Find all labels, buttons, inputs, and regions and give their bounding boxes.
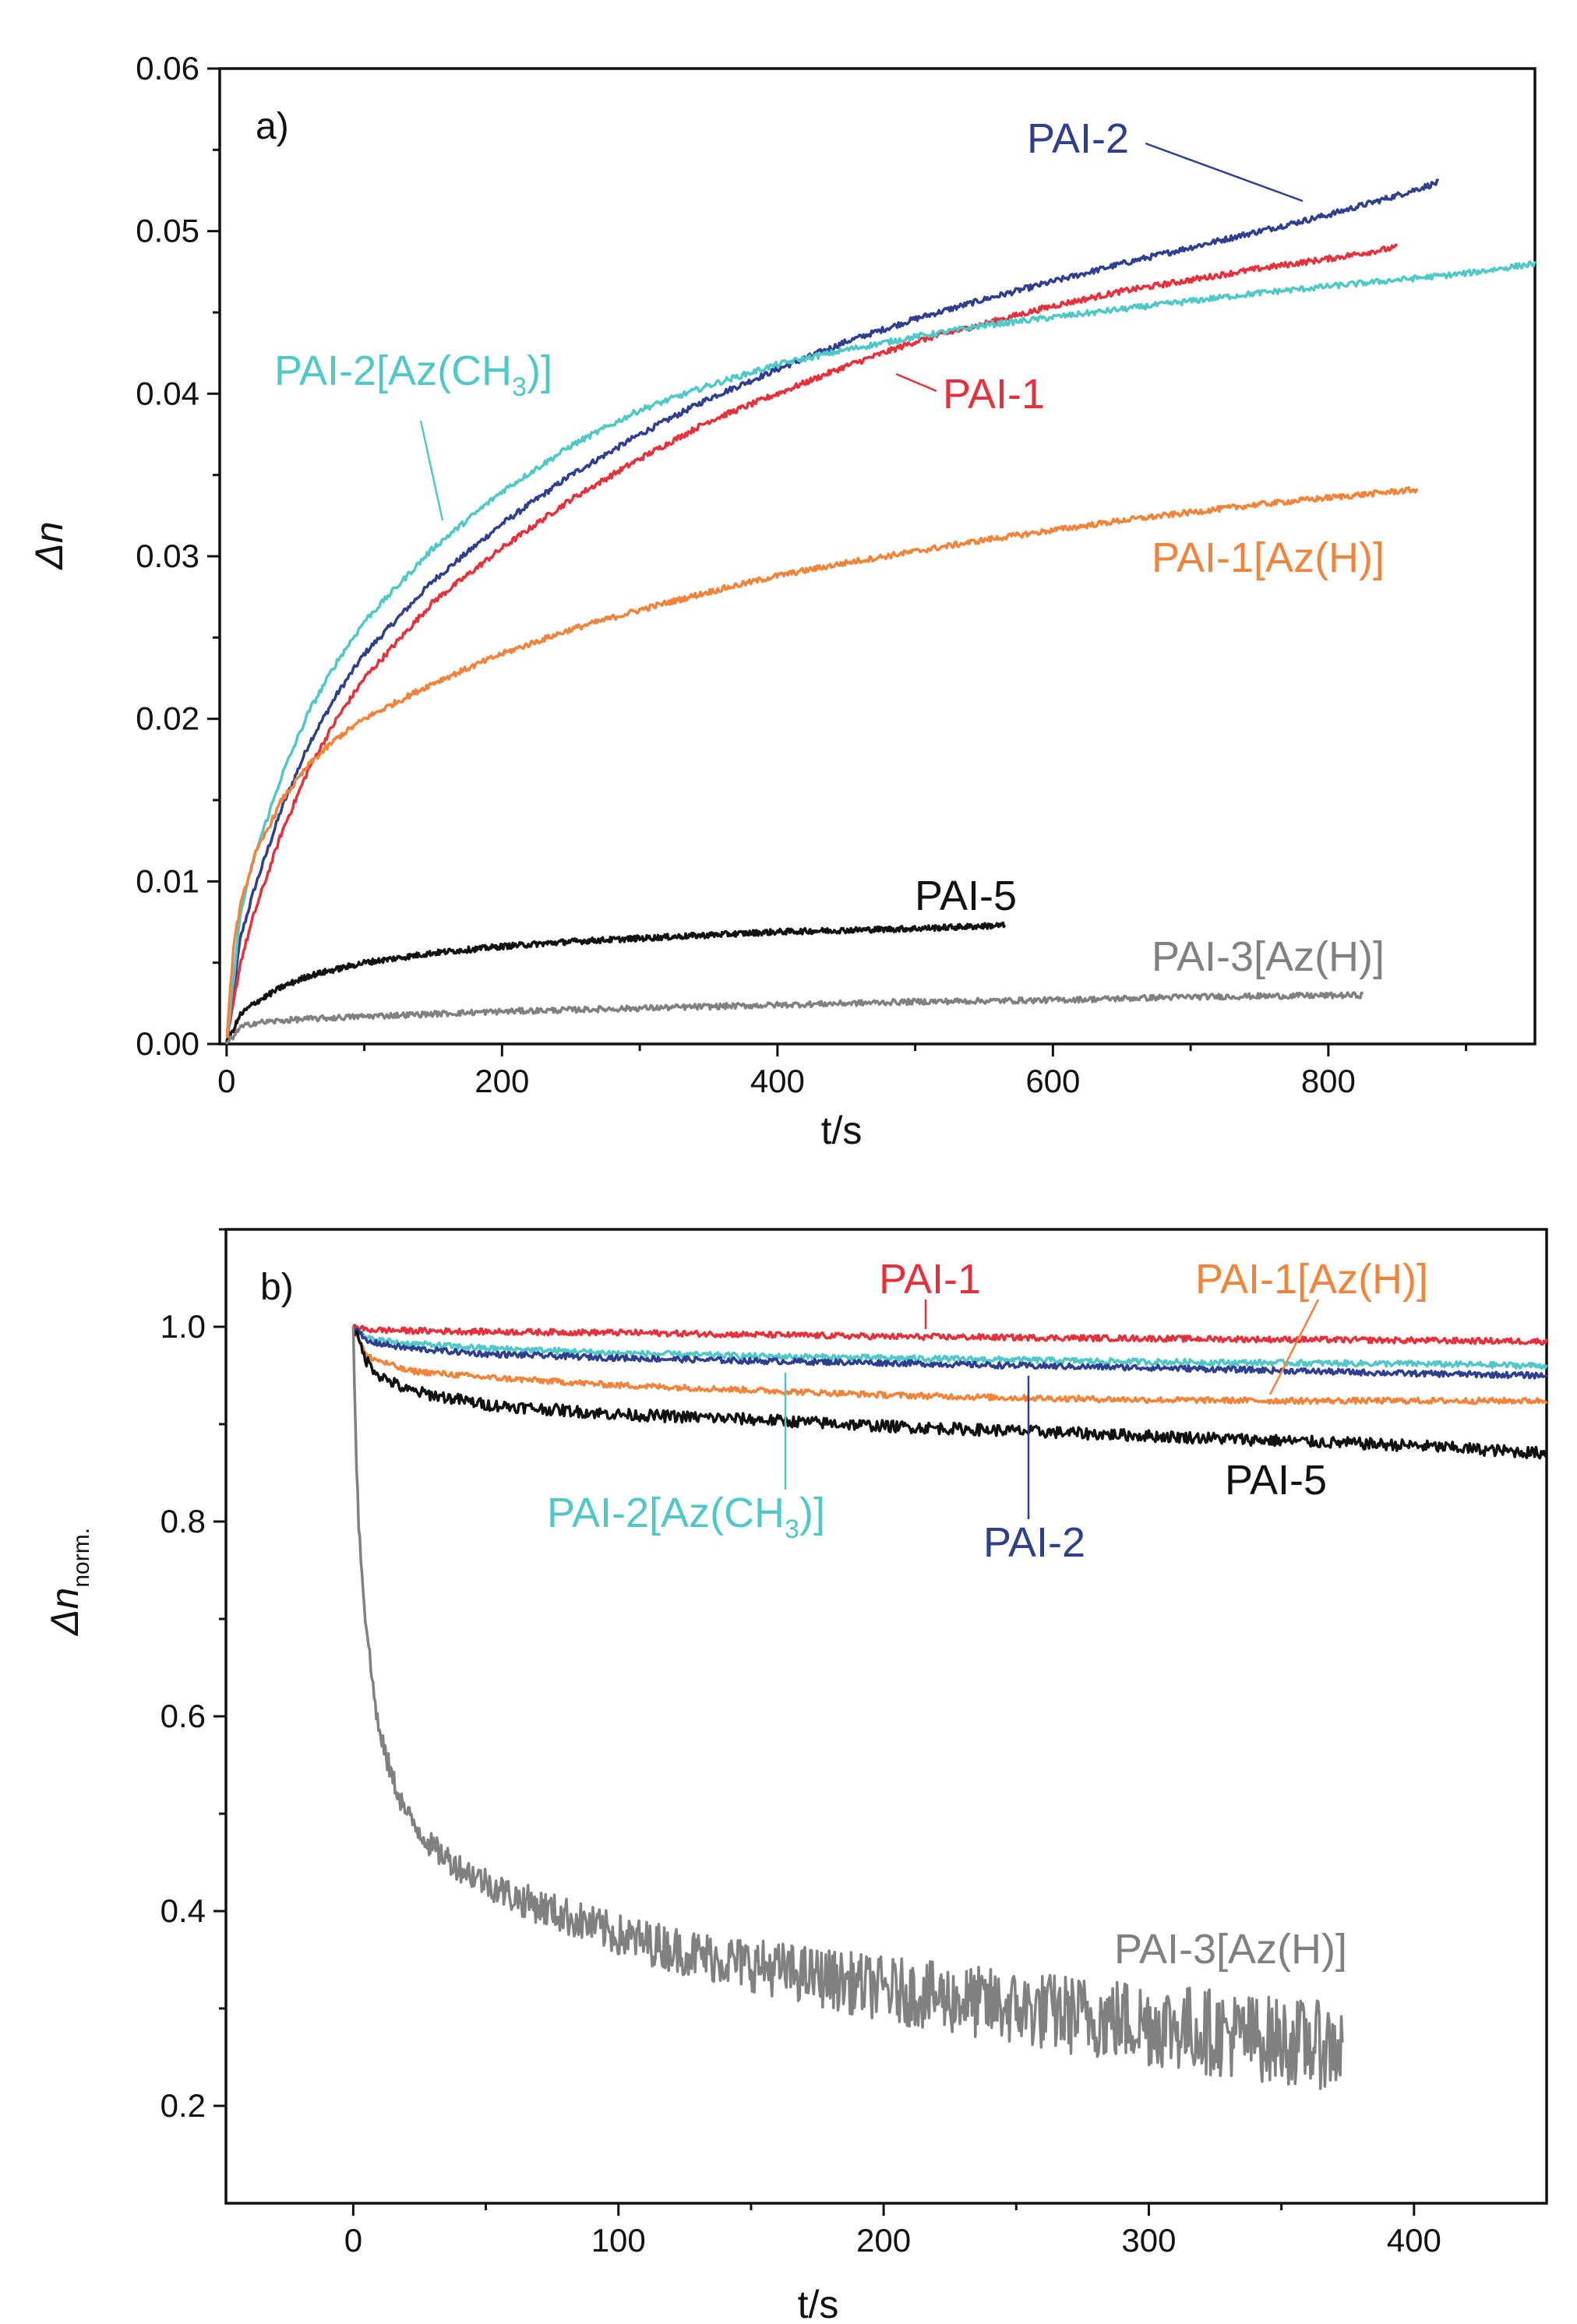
panel-b-y-axis-title-main: Δn [43,1588,86,1636]
series-line-pai-2 [225,178,1440,1045]
series-line-pai-3-az-h [351,1326,1344,2090]
x-tick-label: 300 [1121,2222,1176,2259]
panel-b-label-pai-2-az-ch3-main: PAI-2[Az(CH [547,1490,785,1536]
panel-a-label: a) [256,106,289,147]
y-tick-label: 1.0 [161,1308,206,1345]
panel-a-label-pai-2-az-ch3-main: PAI-2[Az(CH [274,347,512,394]
panel-a-x-axis-title: t/s [821,1109,863,1152]
y-tick-label: 0.04 [136,375,199,411]
panel-b-label-pai-1: PAI-1 [879,1256,981,1303]
series-line-pai-1 [225,243,1399,1045]
series-line-pai-1 [351,1323,1548,1346]
y-tick-label: 0.8 [161,1503,206,1539]
panel-a-label-pai-2-az-ch3-sub: 3 [512,372,527,402]
x-tick-label: 600 [1025,1063,1080,1099]
panel-b-label-pai-2-az-ch3: PAI-2[Az(CH3)] [547,1490,825,1544]
x-tick-label: 0 [344,2222,362,2259]
series-line-pai-2 [351,1326,1547,1380]
panel-b-y-ticks: 0.2 0.4 0.6 0.8 1.0 [161,1228,226,2124]
panel-b: 0 100 200 300 400 0.2 0.4 0.6 0.8 1.0 b) t/s Δnn… [43,1228,1548,2324]
x-tick-label: 0 [217,1063,235,1099]
panel-a-arrow-pai-2-az-ch3 [419,420,444,521]
panel-a-label-pai-1: PAI-1 [943,371,1045,418]
panel-b-label-pai-3-az-h: PAI-3[Az(H)] [1114,1926,1347,1973]
panel-b-label-pai-2: PAI-2 [983,1519,1085,1566]
series-line-pai-1-az-h [351,1326,1548,1405]
panel-a-arrow-pai-1 [895,372,937,393]
panel-a-y-axis-title: Δn [27,521,71,570]
series-line-pai-1-az-h [225,486,1418,1045]
x-tick-label: 400 [1387,2222,1441,2259]
series-line-pai-5 [351,1326,1548,1460]
x-tick-label: 800 [1301,1063,1356,1099]
y-tick-label: 0.2 [161,2087,206,2124]
x-tick-label: 100 [591,2222,646,2259]
panel-a-label-pai-2-az-ch3-end: )] [527,347,552,394]
y-tick-label: 0.03 [136,538,199,574]
panel-b-series-group [351,1323,1548,2090]
panel-b-x-ticks: 0 100 200 300 400 [344,2203,1441,2259]
series-line-pai-2-az-ch3 [225,260,1536,1045]
panel-a-label-pai-2: PAI-2 [1027,115,1129,162]
panel-a-label-pai-5: PAI-5 [915,873,1017,919]
series-line-pai-2-az-ch3 [351,1326,1548,1370]
panel-b-label-pai-2-az-ch3-sub: 3 [785,1515,799,1544]
panel-a-label-pai-3-az-h: PAI-3[Az(H)] [1152,933,1385,980]
panel-b-x-axis-title: t/s [798,2283,839,2324]
series-line-pai-3-az-h [225,991,1364,1045]
y-tick-label: 0.06 [136,50,199,86]
panel-b-arrow-pai-1-az-h [1268,1299,1320,1395]
panel-a-x-ticks: 0 200 400 600 800 [217,1044,1468,1099]
panel-b-y-axis-title-sub: norm. [69,1528,94,1588]
panel-a-label-pai-2-az-ch3: PAI-2[Az(CH3)] [274,347,552,402]
y-tick-label: 0.02 [136,700,199,737]
series-line-pai-5 [225,921,1007,1045]
panel-a-series-group [225,178,1536,1045]
panel-b-label-pai-1-az-h: PAI-1[Az(H)] [1195,1256,1428,1303]
y-tick-label: 0.4 [161,1892,206,1929]
panel-a-y-ticks: 0.00 0.01 0.02 0.03 0.04 0.05 0.06 [136,50,220,1062]
panel-a: 0 200 400 600 800 0.000.010.020.030.040.050.… [27,50,1536,1152]
panel-b-y-axis-title: Δnnorm. [43,1528,94,1636]
panel-a-arrow-pai-2 [1145,142,1304,203]
y-tick-label: 0.00 [136,1025,199,1062]
x-tick-label: 400 [750,1063,805,1099]
panel-b-label-pai-2-az-ch3-end: )] [799,1490,825,1536]
x-tick-label: 200 [475,1063,529,1099]
panel-b-label-pai-5: PAI-5 [1225,1457,1327,1504]
y-tick-label: 0.01 [136,862,199,899]
x-tick-label: 200 [856,2222,911,2259]
y-tick-label: 0.05 [136,213,199,249]
y-tick-label: 0.6 [161,1698,206,1734]
panel-b-label: b) [260,1267,294,1308]
panel-a-label-pai-1-az-h: PAI-1[Az(H)] [1152,534,1385,581]
